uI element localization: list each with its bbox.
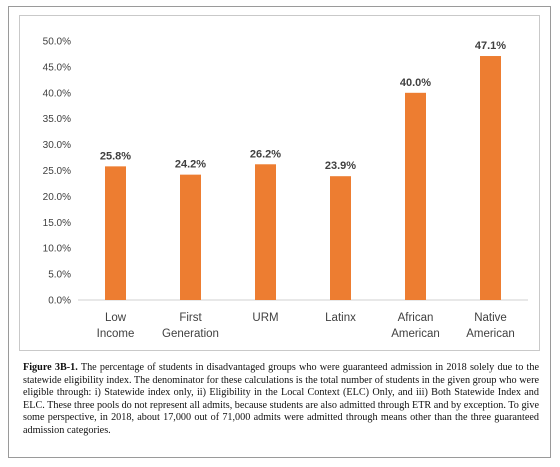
category-label: Low Income [97,312,135,340]
y-tick-label: 45.0% [43,62,71,73]
y-tick-label: 25.0% [43,166,71,177]
bar [405,92,426,300]
figure-frame: 0.0% 5.0% 10.0% 15.0% 20.0% 25.0% 30.0% 35.0% 40… [8,6,551,458]
y-tick-label: 35.0% [43,114,71,125]
data-label: 47.1% [475,40,506,52]
y-tick-label: 20.0% [43,192,71,203]
bar-chart: 0.0% 5.0% 10.0% 15.0% 20.0% 25.0% 30.0% 35.0% 40… [43,37,528,340]
y-tick-label: 40.0% [43,88,71,99]
y-tick-label: 5.0% [48,270,71,281]
bar [255,164,276,300]
y-tick-label: 15.0% [43,218,71,229]
category-label: First Generation [162,312,219,340]
bar [330,176,351,300]
chart-container: 0.0% 5.0% 10.0% 15.0% 20.0% 25.0% 30.0% 35.0% 40… [19,15,540,351]
data-label: 26.2% [250,148,281,160]
data-label: 24.2% [175,159,206,171]
data-label: 40.0% [400,77,431,89]
caption-text: The percentage of students in disadvanta… [23,362,539,436]
y-tick-label: 0.0% [48,296,71,307]
category-label: African American [391,312,440,340]
bar [480,56,501,300]
bar [180,174,201,300]
figure-caption: Figure 3B-1. The percentage of students … [23,362,539,438]
bar [105,166,126,300]
y-tick-label: 30.0% [43,140,71,151]
y-tick-label: 10.0% [43,244,71,255]
category-label: Native American [466,312,515,340]
data-label: 25.8% [100,150,131,162]
data-label: 23.9% [325,160,356,172]
y-tick-label: 50.0% [43,37,71,48]
caption-label: Figure 3B-1. [23,362,78,373]
category-label: URM [252,312,278,324]
category-label: Latinx [325,312,356,324]
